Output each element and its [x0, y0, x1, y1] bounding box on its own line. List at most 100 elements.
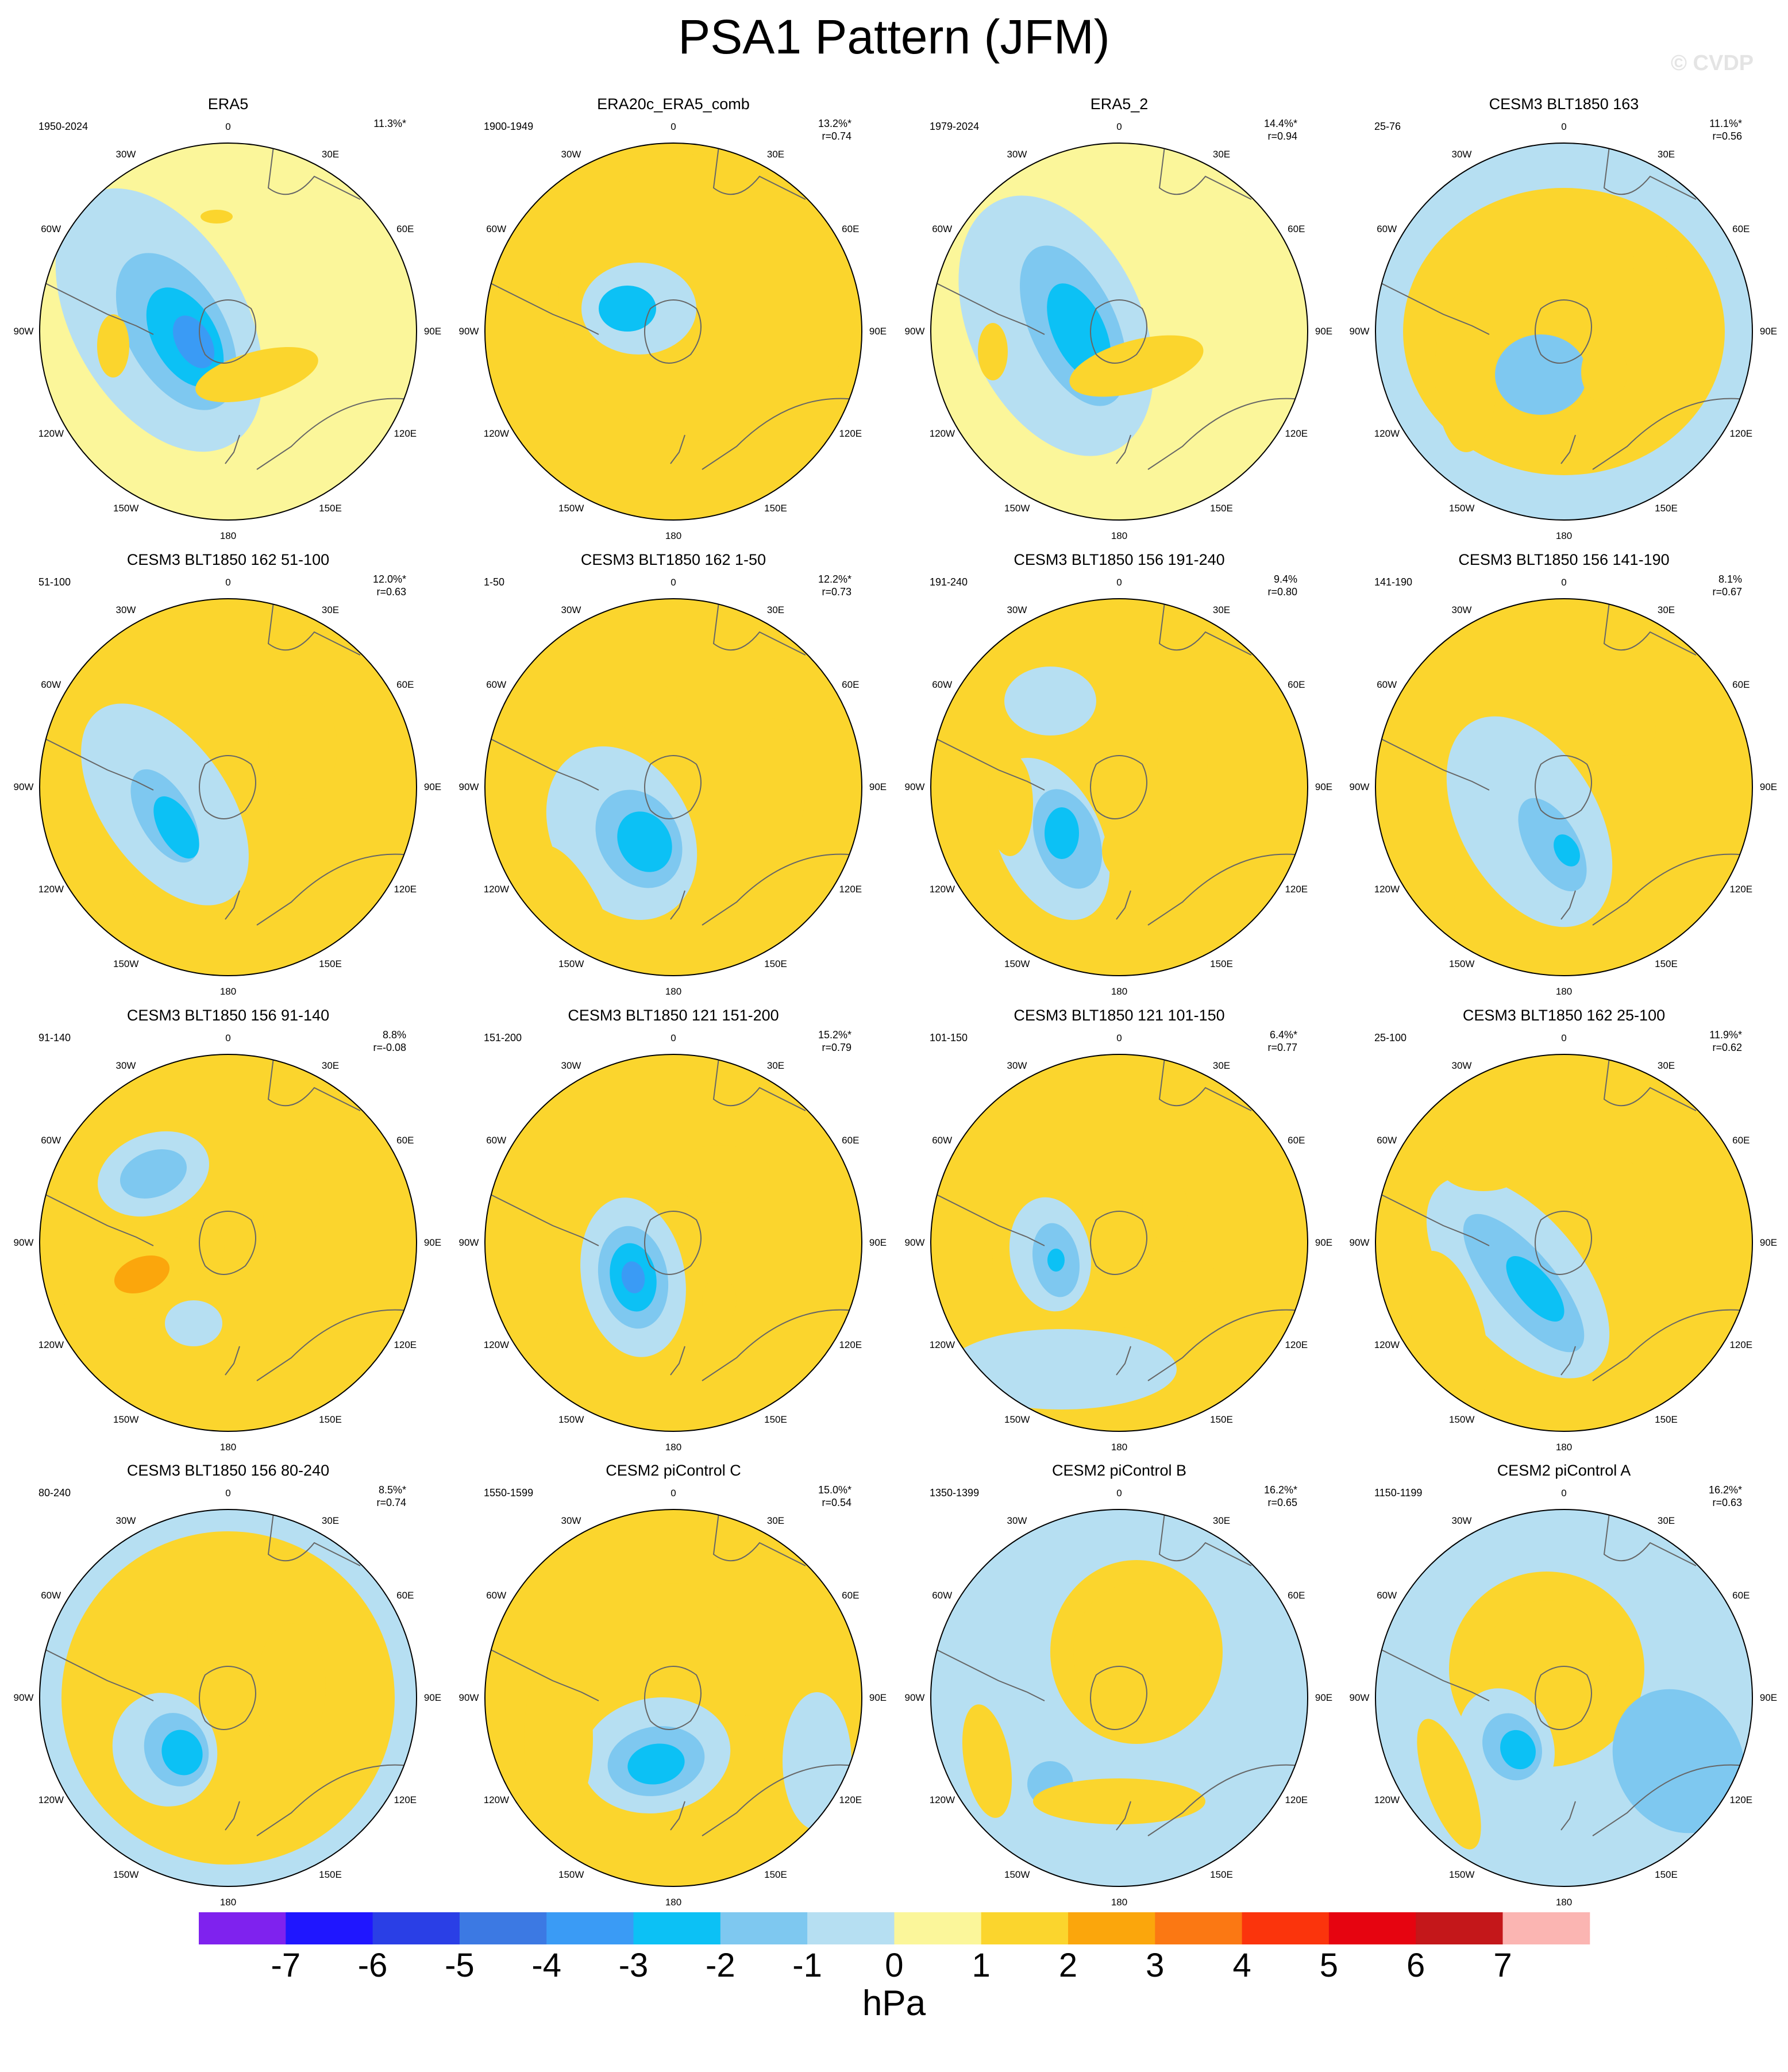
longitude-label: 90E: [869, 1237, 887, 1248]
contour-region: [165, 1300, 222, 1346]
longitude-label: 60E: [1732, 224, 1750, 234]
longitude-label: 30W: [1007, 148, 1027, 160]
longitude-label: 150E: [319, 1414, 342, 1426]
longitude-label: 120E: [394, 1339, 417, 1350]
cvdp-watermark: © CVDP: [1671, 51, 1754, 75]
map-boundary: [930, 598, 1308, 976]
longitude-label: 90W: [458, 326, 479, 337]
colorbar-tick: 2: [1058, 1947, 1078, 1984]
longitude-label: 150W: [113, 1869, 139, 1881]
panel-1-map: [40, 143, 417, 520]
africa-outline: [267, 599, 361, 656]
panel-6-map: [485, 599, 862, 976]
longitude-label: 180: [219, 1442, 237, 1453]
australia-outline: [1592, 398, 1752, 470]
longitude-label: 120W: [929, 884, 955, 895]
colorbar-tick: -3: [618, 1947, 649, 1984]
panel-title: CESM3 BLT1850 162 51-100: [126, 551, 330, 568]
longitude-label: 60W: [486, 679, 507, 690]
antarctica-outline: [644, 1211, 702, 1275]
south-america-outline: [40, 1191, 154, 1246]
longitude-label: 90W: [904, 781, 925, 792]
longitude-label: 60W: [932, 1590, 953, 1601]
longitude-label: 0: [670, 1488, 676, 1499]
panel-variance: 8.8%: [382, 1029, 406, 1041]
contour-region: [195, 347, 318, 402]
colorbar-tick: 6: [1406, 1947, 1425, 1984]
contour-region: [161, 1730, 203, 1776]
south-america-outline: [1375, 279, 1490, 335]
contour-region: [1581, 340, 1627, 403]
africa-outline: [1603, 1509, 1697, 1566]
panel-period: 1-50: [484, 576, 505, 588]
panel-period: 101-150: [930, 1032, 968, 1043]
longitude-label: 30E: [1657, 1515, 1675, 1526]
south-america-outline: [1375, 1191, 1490, 1246]
new-zealand-outline: [670, 1801, 685, 1831]
antarctica-outline: [1090, 1666, 1147, 1730]
panel-period: 1150-1199: [1374, 1487, 1423, 1499]
longitude-label: 150W: [113, 503, 139, 514]
longitude-label: 60W: [41, 1135, 61, 1146]
longitude-label: 120E: [839, 1794, 862, 1805]
longitude-label: 90E: [423, 1237, 442, 1248]
colorbar-swatch: [1328, 1912, 1416, 1944]
panel-10-map: [485, 1054, 862, 1431]
longitude-label: 30W: [1451, 604, 1472, 615]
longitude-label: 120W: [1374, 1339, 1400, 1350]
panel-period: 1900-1949: [484, 121, 534, 132]
longitude-label: 150W: [1449, 958, 1475, 970]
panel-correlation: r=-0.08: [373, 1042, 406, 1053]
longitude-label: 150E: [764, 1414, 787, 1426]
new-zealand-outline: [1560, 890, 1576, 920]
longitude-label: 120W: [38, 884, 64, 895]
contour-region: [621, 1261, 645, 1293]
contour-region: [1409, 1250, 1489, 1408]
contour-region: [1045, 807, 1079, 859]
map-boundary: [484, 1509, 862, 1887]
longitude-label: 150E: [1210, 503, 1233, 514]
longitude-label: 30W: [1007, 1060, 1027, 1071]
map-boundary: [484, 1054, 862, 1432]
longitude-label: 180: [1555, 986, 1573, 997]
longitude-label: 30W: [115, 604, 136, 615]
panel-title: CESM3 BLT1850 121 101-150: [1014, 1007, 1225, 1024]
colorbar-tick: -6: [357, 1947, 388, 1984]
contour-region: [527, 1263, 561, 1338]
colorbar-swatch: [1416, 1912, 1503, 1944]
longitude-label: 30W: [561, 1515, 581, 1526]
longitude-label: 150W: [558, 503, 584, 514]
longitude-label: 90E: [1315, 326, 1333, 337]
new-zealand-outline: [1116, 434, 1131, 464]
longitude-label: 150W: [1449, 503, 1475, 514]
panel-title: ERA20c_ERA5_comb: [597, 95, 750, 113]
longitude-label: 60W: [1377, 1135, 1397, 1146]
longitude-label: 0: [1561, 577, 1567, 588]
contour-region: [947, 1329, 1177, 1409]
contour-region: [627, 1743, 685, 1785]
colorbar-swatch: [981, 1912, 1069, 1944]
map-boundary: [484, 143, 862, 521]
panel-correlation: r=0.79: [822, 1042, 851, 1053]
colorbar-tick: -7: [271, 1947, 301, 1984]
africa-outline: [712, 599, 806, 656]
contour-region: [599, 286, 656, 332]
panel-12-map: [1375, 1054, 1752, 1431]
antarctica-outline: [199, 755, 256, 819]
contour-region: [1587, 704, 1656, 756]
contour-region: [1581, 1157, 1650, 1260]
africa-outline: [267, 143, 361, 200]
panel-9-map: [40, 1054, 417, 1431]
antarctica-outline: [644, 1666, 702, 1730]
panel-11-map: [931, 1054, 1308, 1431]
map-boundary: [39, 598, 417, 976]
africa-outline: [267, 1509, 361, 1566]
panel-title: CESM3 BLT1850 121 151-200: [568, 1007, 779, 1024]
africa-outline: [712, 143, 806, 200]
longitude-label: 150W: [558, 1869, 584, 1881]
africa-outline: [1158, 599, 1252, 656]
longitude-label: 120E: [1285, 884, 1308, 895]
panel-title: CESM2 piControl A: [1497, 1462, 1631, 1479]
south-america-outline: [40, 1646, 154, 1701]
map-boundary: [1375, 1509, 1753, 1887]
